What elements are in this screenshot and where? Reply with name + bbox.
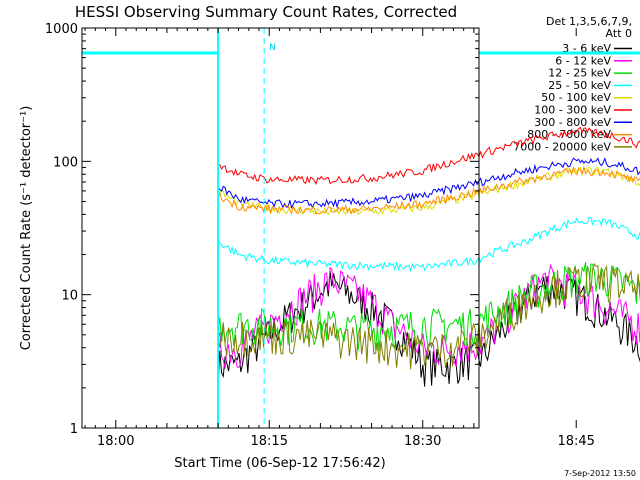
x-tick-label-2: 18:30: [404, 434, 441, 449]
timestamp-footer: 7-Sep-2012 13:50: [564, 469, 636, 478]
x-axis-label: Start Time (06-Sep-12 17:56:42): [174, 456, 385, 471]
series-line-4: [217, 166, 640, 215]
chart-title: HESSI Observing Summary Count Rates, Cor…: [75, 3, 457, 21]
series-line-6: [217, 157, 640, 210]
flag-layer: NS: [82, 28, 640, 428]
flag-label-n: N: [269, 43, 276, 53]
y-tick-label-0: 1: [70, 422, 78, 437]
plot-frame: [81, 27, 480, 429]
y-tick-label-1: 10: [61, 289, 78, 304]
legend-label-4: 50 - 100 keV: [541, 91, 611, 104]
legend-header-line-2: Att 0: [606, 27, 632, 40]
y-axis-label: Corrected Count Rate (s⁻¹ detector⁻¹): [19, 106, 34, 351]
series-line-2: [217, 261, 640, 351]
legend-label-6: 300 - 800 keV: [534, 116, 611, 129]
y-tick-label-2: 100: [53, 155, 78, 170]
series-line-3: [217, 216, 640, 273]
legend-label-7: 800 - 7000 keV: [527, 128, 611, 141]
legend-label-1: 6 - 12 keV: [555, 54, 611, 67]
legend-label-5: 100 - 300 keV: [534, 104, 611, 117]
series-line-1: [217, 263, 640, 369]
y-axis: 1 10 100 1000: [45, 22, 479, 437]
legend-header-line-1: Det 1,3,5,6,7,9,: [546, 15, 632, 28]
x-tick-label-1: 18:15: [251, 434, 288, 449]
data-layer: [217, 126, 640, 387]
x-tick-label-3: 18:45: [557, 434, 594, 449]
legend-label-8: 7000 - 20000 keV: [513, 140, 611, 153]
legend-label-3: 25 - 50 keV: [548, 79, 611, 92]
series-line-5: [218, 126, 640, 186]
series-line-8: [217, 262, 640, 370]
x-tick-label-0: 18:00: [97, 434, 134, 449]
series-line-7: [217, 165, 640, 216]
y-tick-label-3: 1000: [45, 22, 78, 37]
legend-label-2: 12 - 25 keV: [548, 67, 611, 80]
